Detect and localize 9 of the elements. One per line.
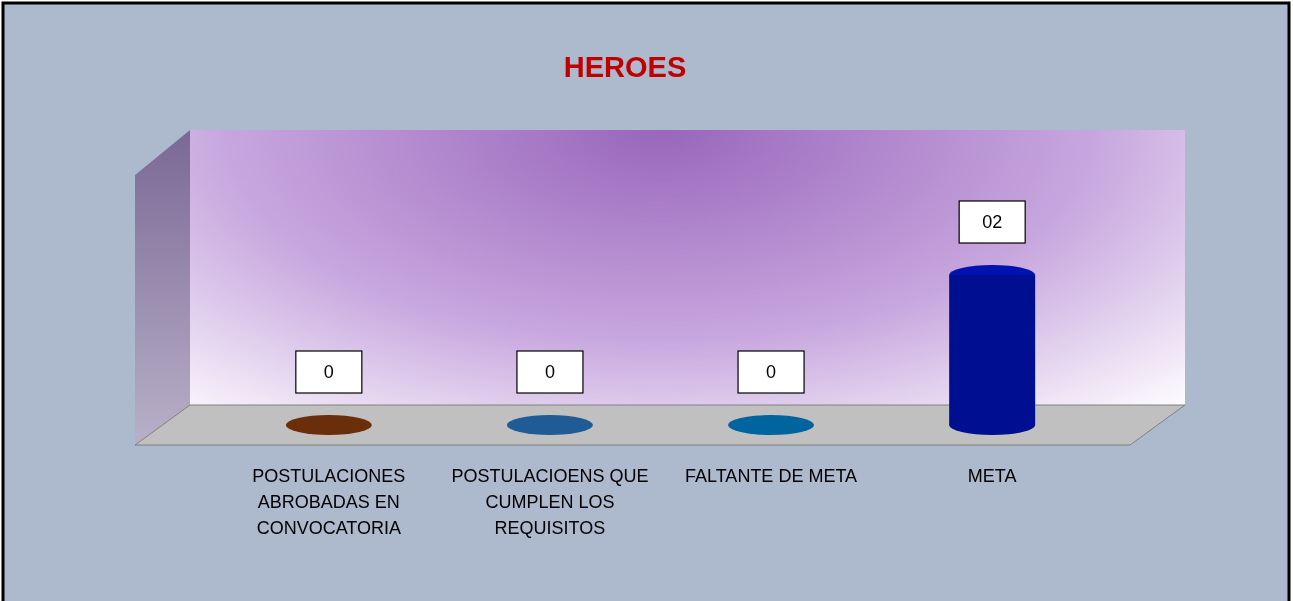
data-label: 0 <box>766 362 777 382</box>
x-tick-label: POSTULACIOENS QUE CUMPLEN LOS REQUISITOS <box>451 466 649 538</box>
data-label: 0 <box>323 362 334 382</box>
chart-title: HEROES <box>563 51 687 83</box>
x-tick-label: FALTANTE DE META <box>685 466 858 486</box>
x-tick-label: POSTULACIONES ABROBADAS EN CONVOCATORIA <box>252 466 406 538</box>
data-label: 0 <box>544 362 555 382</box>
data-label: 02 <box>982 212 1003 232</box>
x-tick-label: META <box>967 466 1017 486</box>
